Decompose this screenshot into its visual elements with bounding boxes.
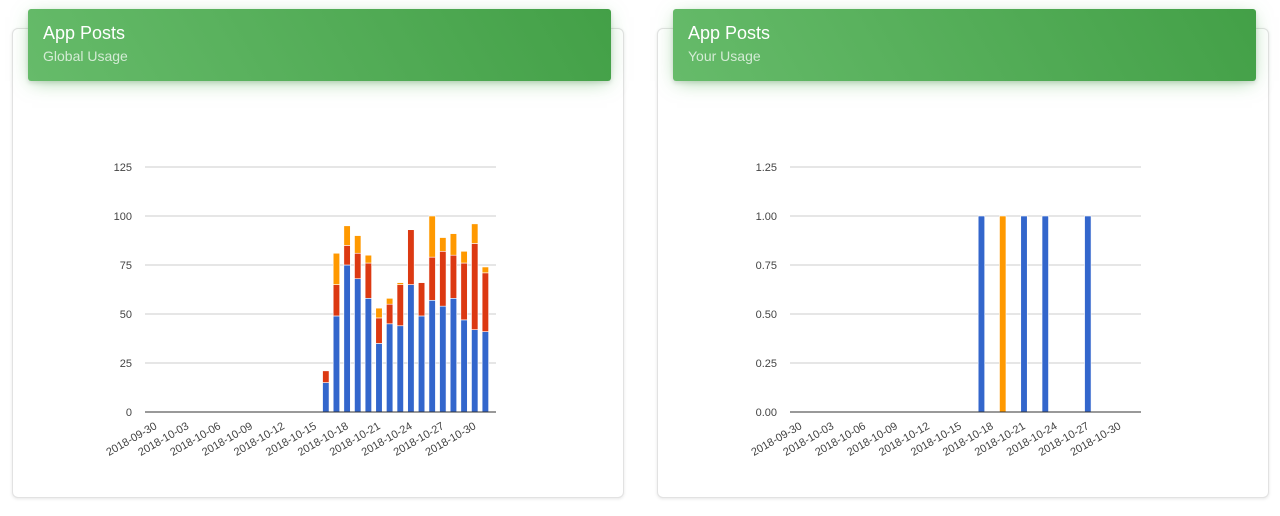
bar-segment — [449, 298, 458, 413]
bar-segment — [471, 223, 479, 244]
y-tick-label: 1.00 — [756, 211, 777, 223]
bar-segment — [449, 254, 458, 299]
bar-segment — [354, 252, 362, 280]
your-usage-chart: 0.000.250.500.751.001.252018-09-302018-1… — [749, 162, 1141, 459]
bar-segment — [386, 303, 394, 325]
card-title: App Posts — [688, 23, 771, 43]
bar-segment — [386, 323, 394, 413]
bar-segment — [1041, 215, 1049, 413]
bar-segment — [471, 329, 479, 413]
global-usage-card-header: App Posts Global Usage — [28, 9, 611, 81]
bar-segment — [439, 237, 447, 252]
y-tick-label: 0 — [126, 407, 132, 419]
bar-segment — [481, 266, 489, 274]
bar-segment — [396, 284, 404, 327]
bar-segment — [428, 256, 436, 301]
bar-segment — [417, 282, 426, 317]
y-tick-label: 0.00 — [756, 407, 777, 419]
bar-segment — [332, 252, 341, 285]
bar-segment — [428, 299, 436, 413]
bar-segment — [471, 243, 479, 330]
bar-segment — [977, 215, 986, 413]
bar-segment — [460, 262, 468, 321]
bar-segment — [375, 307, 383, 319]
bar-segment — [386, 298, 394, 305]
y-tick-label: 25 — [120, 358, 132, 370]
card-title: App Posts — [43, 23, 126, 43]
bar-segment — [354, 235, 362, 254]
bar-segment — [396, 325, 404, 413]
bar-segment — [417, 315, 426, 413]
global-usage-chart: 02550751001252018-09-302018-10-032018-10… — [104, 162, 496, 459]
y-tick-label: 0.75 — [756, 260, 777, 272]
your-usage-card: App Posts Your Usage 0.00 0.25 0.50 0.75 1.0… — [657, 9, 1269, 498]
bar-segment — [481, 331, 489, 413]
card-subtitle: Global Usage — [43, 48, 128, 64]
y-tick-label: 125 — [114, 162, 132, 174]
card-subtitle: Your Usage — [688, 48, 761, 64]
bar-segment — [428, 215, 436, 258]
y-tick-label: 0.25 — [756, 358, 777, 370]
bar-segment — [364, 254, 372, 264]
bar-segment — [322, 370, 330, 383]
y-tick-label: 1.25 — [756, 162, 777, 174]
bar-segment — [354, 278, 362, 413]
bar-segment — [332, 284, 341, 317]
bar-segment — [481, 272, 489, 332]
bar-segment — [375, 343, 383, 413]
your-usage-card-header: App Posts Your Usage — [673, 9, 1256, 81]
y-tick-label: 0.50 — [756, 309, 777, 321]
global-usage-card: App Posts Global Usage 0 25 50 75 100 125 2018… — [12, 9, 624, 498]
bar-segment — [439, 305, 447, 413]
y-tick-label: 50 — [120, 309, 132, 321]
bar-segment — [449, 233, 458, 256]
bar-segment — [1084, 215, 1092, 413]
bar-segment — [343, 245, 351, 266]
bar-segment — [999, 215, 1007, 413]
bar-segment — [343, 264, 351, 413]
bar-segment — [460, 319, 468, 413]
bar-segment — [1020, 215, 1028, 413]
bar-segment — [439, 250, 447, 307]
bar-segment — [375, 317, 383, 344]
bar-segment — [364, 298, 372, 413]
y-tick-label: 100 — [114, 211, 132, 223]
bar-segment — [460, 250, 468, 264]
y-tick-label: 75 — [120, 260, 132, 272]
bar-segment — [364, 262, 372, 299]
bar-segment — [343, 225, 351, 246]
bar-segment — [332, 315, 341, 413]
bar-segment — [407, 284, 415, 413]
bar-segment — [407, 229, 415, 285]
bar-segment — [396, 282, 404, 285]
bar-segment — [322, 382, 330, 413]
